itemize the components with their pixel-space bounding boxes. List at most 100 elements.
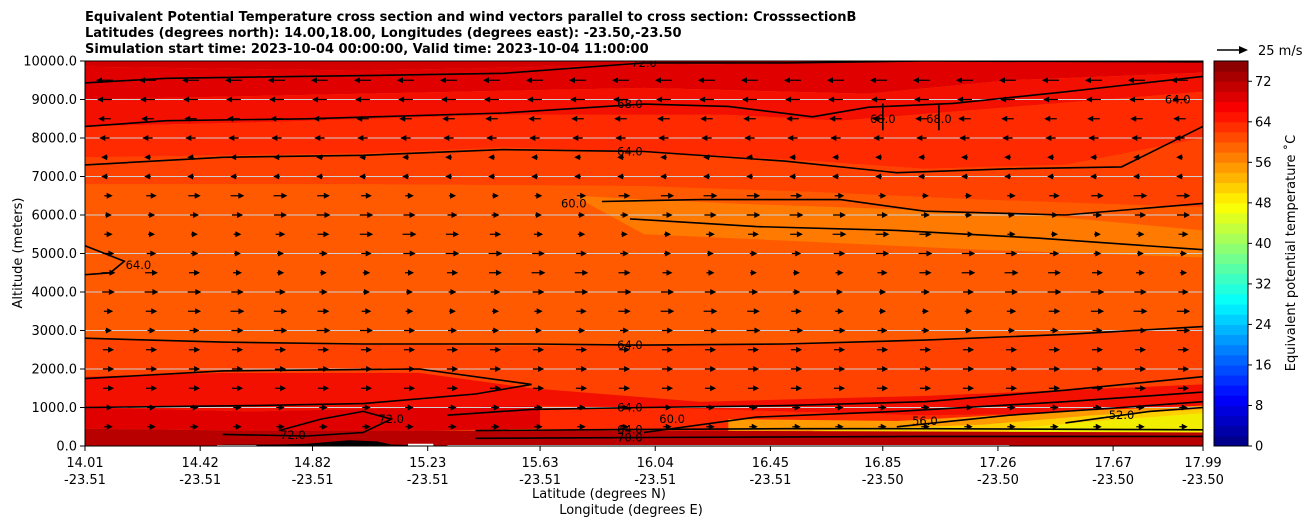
- wind-vector: [620, 404, 629, 411]
- wind-vector: [319, 250, 328, 257]
- wind-vector-head: [495, 269, 502, 276]
- wind-vector-head: [323, 192, 330, 199]
- wind-vector: [104, 231, 113, 238]
- wind-vector-head: [666, 212, 673, 218]
- wind-vector-head: [493, 327, 500, 334]
- wind-vector: [1004, 173, 1011, 180]
- wind-vector-head: [193, 212, 200, 218]
- wind-vector-head: [959, 135, 966, 141]
- colorbar-segment-52: [1214, 172, 1248, 184]
- wind-vector: [443, 135, 454, 141]
- wind-vector: [749, 404, 758, 411]
- wind-vector: [405, 192, 414, 199]
- colorbar-segment-60: [1214, 131, 1248, 143]
- wind-vector: [613, 96, 628, 103]
- wind-vector: [1176, 308, 1191, 315]
- wind-vector: [489, 231, 502, 238]
- wind-vector: [918, 250, 933, 257]
- wind-vector: [489, 385, 502, 392]
- wind-vector-head: [1052, 404, 1059, 411]
- wind-vector-head: [1131, 135, 1138, 141]
- x-tick-label-lat-6: 16.45: [752, 456, 789, 471]
- x-tick-label-lon-5: -23.51: [634, 473, 676, 488]
- wind-vector: [231, 327, 244, 334]
- wind-vector: [312, 96, 327, 103]
- wind-vector: [964, 308, 973, 315]
- wind-vector: [273, 154, 280, 161]
- wind-vector-head: [1052, 423, 1059, 430]
- wind-vector-head: [579, 404, 586, 411]
- wind-vector-head: [752, 289, 759, 295]
- wind-vector-head: [148, 231, 155, 238]
- wind-vector: [660, 308, 675, 315]
- wind-vector: [534, 404, 543, 411]
- wind-vector: [231, 289, 244, 295]
- wind-vector: [1002, 135, 1013, 141]
- wind-vector-head: [710, 346, 717, 353]
- wind-vector-head: [961, 173, 968, 180]
- x-tick-label-lon-1: -23.51: [179, 473, 221, 488]
- wind-vector-head: [409, 212, 416, 218]
- wind-vector-head: [1176, 154, 1183, 161]
- wind-vector-head: [880, 308, 887, 315]
- wind-vector-head: [280, 212, 287, 218]
- colorbar-segment-54: [1214, 162, 1248, 173]
- contour-line-4: [629, 218, 1203, 251]
- wind-vector: [101, 173, 108, 180]
- wind-vector: [1090, 289, 1105, 295]
- wind-vector-head: [267, 77, 274, 84]
- wind-vector-head: [1054, 346, 1061, 353]
- wind-vector-head: [316, 154, 323, 161]
- wind-vector-head: [149, 404, 156, 411]
- wind-vector-head: [452, 269, 459, 276]
- wind-vector: [787, 135, 798, 141]
- wind-vector-head: [1097, 192, 1104, 199]
- wind-vector-head: [923, 404, 930, 411]
- wind-vector-head: [321, 289, 328, 295]
- wind-vector: [747, 308, 760, 315]
- wind-vector: [614, 115, 627, 122]
- wind-vector: [403, 250, 416, 257]
- wind-vector-head: [492, 192, 499, 199]
- wind-vector-head: [615, 135, 622, 141]
- contour-label-13: 70.0: [617, 431, 643, 445]
- wind-vector-head: [363, 289, 370, 295]
- wind-vector-head: [837, 404, 844, 411]
- wind-vector-head: [1183, 346, 1190, 353]
- wind-vector-head: [484, 96, 491, 103]
- wind-vector-head: [1095, 423, 1102, 430]
- y-tick-label-1: 1000.0: [32, 401, 78, 416]
- wind-vector-head: [829, 115, 836, 122]
- wind-vector: [491, 404, 500, 411]
- wind-vector: [658, 135, 669, 141]
- wind-vector: [661, 366, 674, 372]
- contour-label-8: 64.0: [617, 401, 643, 415]
- wind-vector: [491, 212, 500, 218]
- wind-vector-head: [1138, 231, 1145, 238]
- wind-vector-head: [711, 308, 718, 315]
- wind-vector-head: [785, 96, 792, 103]
- wind-vector-head: [238, 192, 245, 199]
- wind-vector: [187, 173, 194, 180]
- wind-vector-head: [529, 135, 536, 141]
- wind-vector: [188, 366, 201, 372]
- wind-vector: [618, 385, 631, 392]
- wind-vector: [701, 135, 712, 141]
- wind-vector: [102, 366, 115, 372]
- wind-vector-head: [194, 346, 201, 353]
- wind-vector-head: [918, 154, 925, 161]
- wind-vector-head: [880, 423, 887, 430]
- wind-vector-head: [1053, 192, 1060, 199]
- wind-vector: [964, 192, 973, 199]
- wind-vector: [273, 192, 288, 199]
- wind-vector-head: [495, 385, 502, 392]
- wind-vector: [1176, 327, 1191, 334]
- wind-vector: [190, 404, 199, 411]
- wind-vector-head: [359, 154, 366, 161]
- wind-vector: [405, 404, 414, 411]
- wind-vector: [405, 308, 414, 315]
- wind-vector-head: [151, 385, 158, 392]
- wind-vector-head: [152, 289, 159, 295]
- wind-vector-head: [235, 404, 242, 411]
- wind-vector-head: [108, 385, 115, 392]
